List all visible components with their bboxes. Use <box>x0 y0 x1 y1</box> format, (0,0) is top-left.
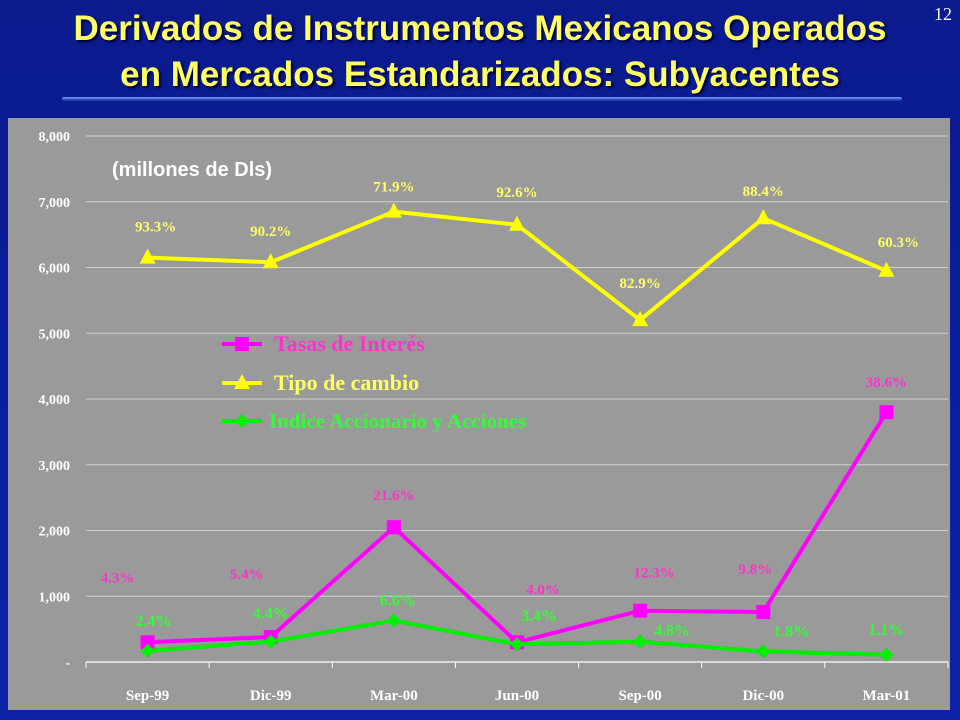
legend-label: Tipo de cambio <box>274 370 419 395</box>
line-chart: - 1,000 2,000 3,000 4,000 5,000 6,000 7,000 8,00… <box>8 118 950 710</box>
series-tipo-de-cambio-point <box>139 248 156 264</box>
data-label: 21.6% <box>373 488 414 504</box>
series-tipo-de-cambio-point <box>632 311 649 327</box>
series-indice-point <box>140 643 155 658</box>
series-indice-point <box>263 634 278 649</box>
slide-title: Derivados de Instrumentos Mexicanos Oper… <box>0 6 960 98</box>
x-tick-label: Mar-00 <box>370 688 418 704</box>
data-label: 4.0% <box>526 582 560 598</box>
series-tipo-de-cambio-point <box>385 202 402 218</box>
y-tick-label: 8,000 <box>39 130 71 145</box>
series-tasas-point <box>756 605 771 620</box>
data-label: 71.9% <box>373 180 414 196</box>
series-tipo-de-cambio-group: 93.3% 90.2% 71.9% 92.6% 82.9% 88.4% 60.3% <box>135 180 919 327</box>
data-label: 4.3% <box>101 570 135 586</box>
data-label: 82.9% <box>620 276 661 292</box>
legend-label: Indice Accionario y Acciones <box>269 409 526 433</box>
x-tick-label: Sep-00 <box>618 688 661 704</box>
series-tipo-de-cambio-point <box>509 215 525 231</box>
plot-area <box>8 118 950 710</box>
series-tasas-point <box>633 603 648 618</box>
y-tick-label: 1,000 <box>39 590 71 605</box>
data-label: 1.1% <box>868 622 904 639</box>
series-tasas-point <box>386 520 401 535</box>
y-tick-label: 5,000 <box>39 327 71 342</box>
series-indice-point <box>386 613 401 628</box>
data-label: 2.4% <box>136 613 172 630</box>
x-tick-label: Jun-00 <box>495 688 539 704</box>
x-tick-label: Sep-99 <box>126 688 169 704</box>
data-label: 6.6% <box>380 593 416 610</box>
legend: Tasas de Interés Tipo de cambio Indice Acc… <box>222 331 526 433</box>
data-label: 12.3% <box>634 566 675 582</box>
series-indice-point <box>510 637 524 652</box>
title-line-2: en Mercados Estandarizados: Subyacentes <box>120 55 840 94</box>
legend-label: Tasas de Interés <box>274 331 425 356</box>
series-indice-point <box>633 634 648 649</box>
legend-swatch-marker <box>234 374 250 389</box>
series-tasas-point <box>879 405 894 420</box>
series-tipo-de-cambio-point <box>878 261 895 277</box>
data-label: 93.3% <box>135 220 176 236</box>
data-label: 90.2% <box>250 224 291 240</box>
x-tick-label: Dic-00 <box>742 688 784 704</box>
data-label: 4.8% <box>654 623 690 640</box>
data-label: 5.4% <box>230 567 264 583</box>
y-tick-label: - <box>65 656 70 671</box>
data-label: 38.6% <box>866 375 907 391</box>
data-label: 92.6% <box>496 185 537 201</box>
chart-subtitle: (millones de Dls) <box>112 159 272 181</box>
data-label: 4.4% <box>253 606 289 623</box>
y-tick-label: 2,000 <box>39 525 71 540</box>
series-tipo-de-cambio-point <box>262 253 279 269</box>
x-tick-label: Mar-01 <box>863 688 911 704</box>
y-tick-label: 6,000 <box>39 262 71 277</box>
y-tick-label: 7,000 <box>39 196 71 211</box>
series-indice-point <box>756 644 771 659</box>
series-tasas-point <box>140 635 155 650</box>
y-tick-label: 4,000 <box>39 393 71 408</box>
slide-number: 12 <box>934 4 952 24</box>
data-label: 1.8% <box>773 623 809 640</box>
data-label: 88.4% <box>743 184 784 200</box>
y-tick-label: 3,000 <box>39 459 71 474</box>
data-label: 3.4% <box>521 608 557 625</box>
data-label: 60.3% <box>878 235 919 251</box>
legend-swatch-marker <box>235 414 249 428</box>
x-tick-label: Dic-99 <box>250 688 292 704</box>
series-indice-group: 2.4% 4.4% 6.6% 3.4% 4.8% 1.8% 1.1% <box>136 593 904 662</box>
legend-swatch-marker <box>235 337 249 351</box>
series-tipo-de-cambio-point <box>755 209 772 225</box>
data-label: 9.8% <box>738 562 772 578</box>
series-indice-point <box>879 647 894 662</box>
chart-container: - 1,000 2,000 3,000 4,000 5,000 6,000 7,000 8,00… <box>4 116 954 714</box>
title-underline <box>62 97 902 101</box>
title-line-1: Derivados de Instrumentos Mexicanos Oper… <box>73 9 887 48</box>
